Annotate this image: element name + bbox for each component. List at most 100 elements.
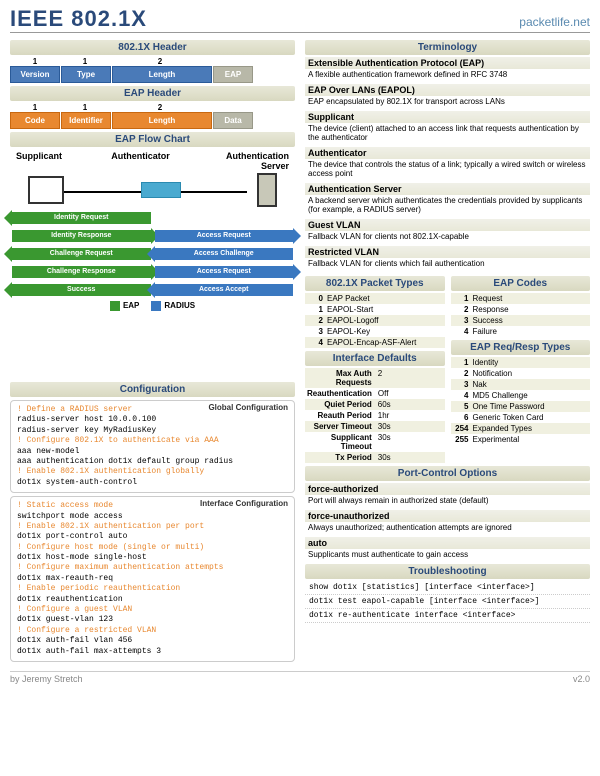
cfg-line: aaa new-model — [17, 447, 288, 457]
flow-arrow: Identity Response — [12, 230, 151, 242]
table-val: 2 — [378, 369, 443, 387]
table-key: 4 — [453, 327, 473, 336]
table-key: 254 — [453, 424, 473, 433]
table-row: Reauth Period1hr — [305, 410, 445, 421]
table-val: 30s — [378, 422, 443, 431]
footer: by Jeremy Stretch v2.0 — [10, 671, 590, 684]
table-val: EAPOL-Start — [327, 305, 443, 314]
switch-icon — [141, 182, 181, 198]
config-title: Configuration — [10, 382, 295, 397]
table-val: Off — [378, 389, 443, 398]
table-row: 3Nak — [451, 379, 591, 390]
flow-arrow: Success — [12, 284, 151, 296]
table-val: Notification — [473, 369, 589, 378]
term-desc: The device (client) attached to an acces… — [305, 123, 590, 143]
term-name: Authentication Server — [305, 183, 590, 195]
table-row: 1Request — [451, 293, 591, 304]
cfg-line: dot1x max-reauth-req — [17, 574, 288, 584]
role-authserver: Authentication Server — [219, 151, 289, 171]
table-val: Failure — [473, 327, 589, 336]
term-desc: EAP encapsulated by 802.1X for transport… — [305, 96, 590, 107]
hdr-8021x-title: 802.1X Header — [10, 40, 295, 55]
flow-arrow: Identity Request — [12, 212, 151, 224]
table-row: 255Experimental — [451, 434, 591, 445]
flow-arrow: Access Request — [155, 266, 294, 278]
cfg-line: dot1x host-mode single-host — [17, 553, 288, 563]
table-key: Max Auth Requests — [307, 369, 378, 387]
eap-codes-title: EAP Codes — [451, 276, 591, 291]
term-name: Supplicant — [305, 111, 590, 123]
table-row: 4EAPOL-Encap-ASF-Alert — [305, 337, 445, 348]
cfg-line: dot1x reauthentication — [17, 595, 288, 605]
pc-desc: Supplicants must authenticate to gain ac… — [305, 549, 590, 560]
table-key: 2 — [307, 316, 327, 325]
table-val: EAPOL-Logoff — [327, 316, 443, 325]
pc-name: force-unauthorized — [305, 510, 590, 522]
troubleshoot-cmd: dot1x re-authenticate interface <interfa… — [305, 609, 590, 623]
hdr-field-data: Data — [213, 112, 253, 129]
table-val: MD5 Challenge — [473, 391, 589, 400]
table-val: Request — [473, 294, 589, 303]
flow-arrow: Challenge Response — [12, 266, 151, 278]
term-desc: The device that controls the status of a… — [305, 159, 590, 179]
table-val: 1hr — [378, 411, 443, 420]
table-key: 2 — [453, 369, 473, 378]
hdr-field-version: Version — [10, 66, 60, 83]
cfg-iface: Interface Configuration ! Static access … — [10, 496, 295, 662]
term-item: SupplicantThe device (client) attached t… — [305, 111, 590, 143]
term-item: Authentication ServerA backend server wh… — [305, 183, 590, 215]
cfg-iface-title: Interface Configuration — [200, 499, 288, 509]
cfg-line: ! Enable 802.1X authentication globally — [17, 467, 288, 477]
site-link[interactable]: packetlife.net — [519, 15, 590, 29]
table-row: 6Generic Token Card — [451, 412, 591, 423]
legend-item: RADIUS — [151, 301, 195, 311]
flow-legend: EAPRADIUS — [10, 301, 295, 311]
cfg-line: dot1x system-auth-control — [17, 478, 288, 488]
table-val: Response — [473, 305, 589, 314]
right-column: Terminology Extensible Authentication Pr… — [305, 37, 590, 665]
cfg-line: switchport mode access — [17, 512, 288, 522]
flow-arrow: Access Challenge — [155, 248, 294, 260]
flow-arrow: Access Request — [155, 230, 294, 242]
table-row: 2Response — [451, 304, 591, 315]
table-key: Reauth Period — [307, 411, 378, 420]
term-item: Restricted VLANFallback VLAN for clients… — [305, 246, 590, 269]
hdr-field-type: Type — [61, 66, 111, 83]
port-control-item: autoSupplicants must authenticate to gai… — [305, 537, 590, 560]
author: by Jeremy Stretch — [10, 674, 83, 684]
term-desc: A backend server which authenticates the… — [305, 195, 590, 215]
table-row: 4Failure — [451, 326, 591, 337]
table-key: 1 — [453, 294, 473, 303]
cfg-line: ! Configure a restricted VLAN — [17, 626, 288, 636]
table-val: EAPOL-Key — [327, 327, 443, 336]
troubleshoot-cmd: show dot1x [statistics] [interface <inte… — [305, 581, 590, 595]
pc-name: auto — [305, 537, 590, 549]
hdr-eap-title: EAP Header — [10, 86, 295, 101]
title-bar: IEEE 802.1X packetlife.net — [10, 6, 590, 33]
term-name: EAP Over LANs (EAPOL) — [305, 84, 590, 96]
table-row: 2EAPOL-Logoff — [305, 315, 445, 326]
cfg-line: radius-server key MyRadiusKey — [17, 426, 288, 436]
hdr-width: 1 — [10, 57, 60, 66]
table-key: 3 — [307, 327, 327, 336]
hdr-8021x-widths: 112 — [10, 57, 295, 66]
table-val: Expanded Types — [473, 424, 589, 433]
cfg-line: dot1x auth-fail vlan 456 — [17, 636, 288, 646]
hdr-field-length: Length — [112, 66, 212, 83]
server-icon — [257, 173, 277, 207]
page-title: IEEE 802.1X — [10, 6, 147, 32]
table-val: Success — [473, 316, 589, 325]
table-key: 3 — [453, 316, 473, 325]
term-name: Guest VLAN — [305, 219, 590, 231]
table-key: Server Timeout — [307, 422, 378, 431]
table-val: Generic Token Card — [473, 413, 589, 422]
table-key: 0 — [307, 294, 327, 303]
table-row: ReauthenticationOff — [305, 388, 445, 399]
flow-arrow: Challenge Request — [12, 248, 151, 260]
table-key: Supplicant Timeout — [307, 433, 378, 451]
hdr-width: 2 — [110, 57, 210, 66]
hdr-width — [210, 57, 250, 66]
term-item: Guest VLANFallback VLAN for clients not … — [305, 219, 590, 242]
table-row: Tx Period30s — [305, 452, 445, 463]
table-row: Supplicant Timeout30s — [305, 432, 445, 452]
